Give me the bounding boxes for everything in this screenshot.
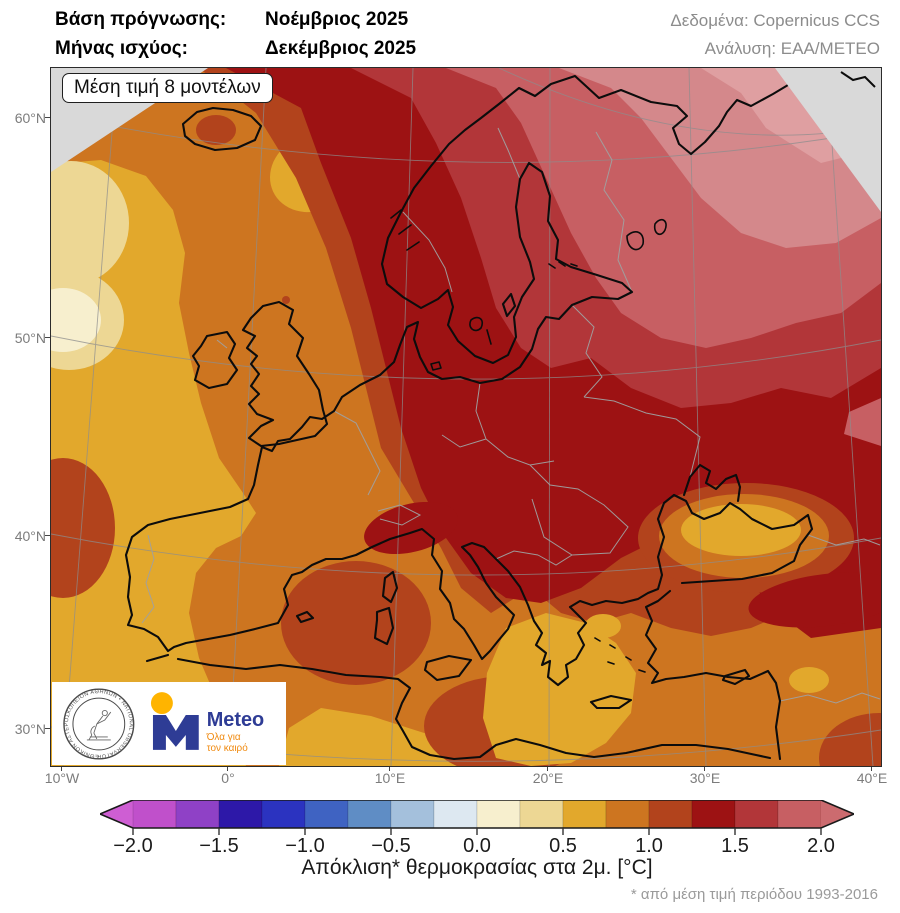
colorbar-title: Απόκλιση* θερμοκρασίας στα 2μ. [°C] bbox=[301, 856, 653, 879]
cb-label: 0.5 bbox=[549, 835, 577, 857]
colorbar-cells bbox=[132, 800, 822, 829]
lat-tick bbox=[45, 337, 50, 339]
lon-tick bbox=[61, 766, 63, 771]
lat-tick bbox=[45, 535, 50, 537]
lon-tick bbox=[227, 766, 229, 771]
valid-month-value: Δεκέμβριος 2025 bbox=[265, 38, 417, 59]
observatory-engraving bbox=[86, 709, 112, 740]
data-credit: Δεδομένα: Copernicus CCS bbox=[670, 11, 880, 30]
country-borders bbox=[141, 127, 881, 704]
cb-label: −1.5 bbox=[199, 835, 239, 857]
region-gold-east-cyprus bbox=[789, 667, 829, 693]
forecast-base-label: Βάση πρόγνωσης: bbox=[55, 9, 227, 30]
header-left: Βάση πρόγνωσης: Νοέμβριος 2025 Μήνας ισχ… bbox=[55, 5, 416, 63]
meteo-logo: Meteo Όλα για τον καιρό bbox=[150, 691, 264, 753]
lat-label-50n: 50°N bbox=[14, 330, 46, 346]
region-gold-iberia bbox=[103, 540, 183, 650]
arctic-coast-fragment bbox=[840, 71, 876, 88]
cb-label: −0.5 bbox=[371, 835, 411, 857]
region-redbrown-se-corner bbox=[819, 713, 881, 766]
region-gold-w-anatolia bbox=[585, 614, 621, 638]
cb-label: −2.0 bbox=[113, 835, 153, 857]
meteo-dot-icon bbox=[150, 691, 173, 714]
map-frame: Μέση τιμή 8 μοντέλων ΕΘΝΙΚΟΝ ΑΣΤΕΡΟΣΚΟΠΕ… bbox=[50, 67, 882, 767]
lat-tick bbox=[45, 117, 50, 119]
lon-label-10e: 10°E bbox=[374, 770, 406, 786]
cb-label: 1.0 bbox=[635, 835, 663, 857]
header-credits: Δεδομένα: Copernicus CCS Ανάλυση: ΕΑΑ/ΜΕ… bbox=[670, 7, 880, 63]
lat-label-30n: 30°N bbox=[14, 721, 46, 737]
logo-box: ΕΘΝΙΚΟΝ ΑΣΤΕΡΟΣΚΟΠΕΙΟΝ ΑΘΗΝΩΝ • NATIONAL… bbox=[52, 682, 286, 765]
colorbar bbox=[100, 800, 854, 835]
analysis-credit: Ανάλυση: ΕΑΑ/ΜΕΤΕΟ bbox=[704, 39, 880, 58]
cb-label: 1.5 bbox=[721, 835, 749, 857]
lon-tick bbox=[704, 766, 706, 771]
region-tan-atlantic-1 bbox=[51, 161, 129, 285]
lat-label-60n: 60°N bbox=[14, 110, 46, 126]
region-cream-atlantic bbox=[51, 288, 101, 352]
lon-label-0: 0° bbox=[221, 770, 235, 786]
colorbar-ticks bbox=[132, 828, 822, 835]
region-gold-aegean bbox=[483, 613, 636, 766]
lat-label-40n: 40°N bbox=[14, 528, 46, 544]
observatory-logo: ΕΘΝΙΚΟΝ ΑΣΤΕΡΟΣΚΟΠΕΙΟΝ ΑΘΗΝΩΝ • NATIONAL… bbox=[61, 686, 135, 760]
model-mean-label: Μέση τιμή 8 μοντέλων bbox=[62, 73, 273, 103]
coastlines bbox=[124, 69, 875, 761]
forecast-base-value: Νοέμβριος 2025 bbox=[265, 9, 409, 30]
europe-anomaly-map bbox=[51, 68, 881, 766]
cb-label: 0.0 bbox=[463, 835, 491, 857]
colorbar-left-arrow bbox=[100, 800, 133, 828]
cb-label: 2.0 bbox=[807, 835, 835, 857]
lat-tick bbox=[45, 728, 50, 730]
lon-label-30e: 30°E bbox=[689, 770, 721, 786]
meteo-m-icon bbox=[152, 714, 199, 750]
cb-label: −1.0 bbox=[285, 835, 325, 857]
region-redbrown-tyrrhenian bbox=[281, 561, 431, 685]
lon-label-20e: 20°E bbox=[532, 770, 564, 786]
lon-tick bbox=[547, 766, 549, 771]
meteo-tagline-1: Όλα για bbox=[205, 731, 240, 742]
region-gold-blacksea-core bbox=[681, 504, 801, 556]
valid-month-label: Μήνας ισχύος: bbox=[55, 38, 188, 59]
region-redbrown-west-edge bbox=[51, 458, 115, 598]
projection-cut-top-right bbox=[775, 68, 881, 212]
lon-label-10w: 10°W bbox=[44, 770, 80, 786]
region-redbrown-iceland-spot bbox=[196, 115, 236, 145]
meteo-tagline-2: τον καιρό bbox=[206, 742, 247, 753]
region-darkred-ne-turkey bbox=[748, 572, 881, 628]
lon-tick bbox=[389, 766, 391, 771]
region-rose-east-sliver bbox=[844, 398, 881, 446]
meteo-wordmark: Meteo bbox=[206, 708, 263, 730]
region-redbrown-faroe-dot bbox=[282, 296, 290, 304]
colorbar-footnote: * από μέση τιμή περιόδου 1993-2016 bbox=[630, 886, 878, 903]
lon-tick bbox=[871, 766, 873, 771]
colorbar-right-arrow bbox=[821, 800, 854, 828]
lon-label-40e: 40°E bbox=[856, 770, 888, 786]
